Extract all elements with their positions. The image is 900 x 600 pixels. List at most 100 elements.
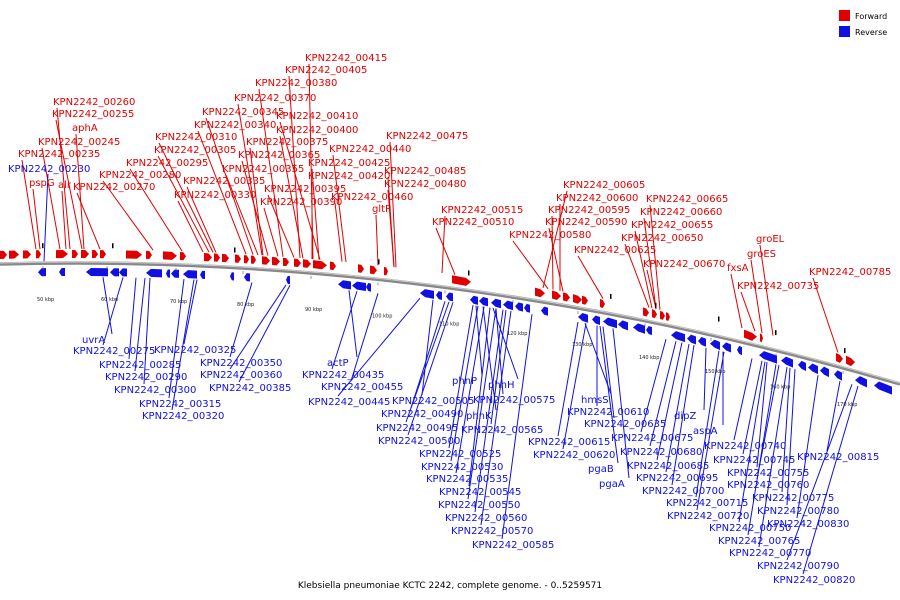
- forward-gene-label: KPN2242_00260: [53, 97, 135, 108]
- reverse-leader-line: [802, 385, 859, 575]
- reverse-leader-line: [455, 306, 485, 474]
- forward-gene-arrow: [836, 352, 843, 363]
- reverse-leader-line: [495, 308, 504, 395]
- reverse-gene-arrow: [352, 281, 366, 292]
- ruler-tick-label: 70 kbp: [170, 299, 187, 305]
- forward-leader-line: [740, 291, 756, 332]
- reverse-gene-label: KPN2242_00285: [99, 360, 181, 371]
- reverse-leader-line: [584, 323, 612, 395]
- forward-gene-arrow: [204, 252, 212, 262]
- ruler-tick-label: 110 kbp: [439, 321, 459, 327]
- forward-gene-label: KPN2242_00370: [234, 93, 316, 104]
- forward-gene-label: KPN2242_00460: [331, 192, 413, 203]
- reverse-gene-label: KPN2242_00500: [378, 436, 460, 447]
- forward-leader-line: [548, 227, 564, 292]
- reverse-gene-arrow: [230, 272, 234, 281]
- reverse-gene-label: KPN2242_00455: [321, 382, 403, 393]
- reverse-gene-label: KPN2242_00620: [533, 450, 615, 461]
- reverse-gene-label: KPN2242_00635: [584, 419, 666, 430]
- reverse-gene-arrow: [110, 268, 119, 277]
- forward-gene-label: KPN2242_00405: [285, 65, 367, 76]
- reverse-gene-arrow: [515, 302, 523, 312]
- forward-gene-arrow: [660, 310, 665, 320]
- reverse-leader-line: [562, 323, 587, 450]
- reverse-leader-line: [758, 367, 788, 548]
- reverse-leader-line: [742, 360, 763, 455]
- reverse-gene-arrow: [603, 317, 617, 329]
- reverse-gene-arrow: [503, 300, 513, 311]
- forward-leader-line: [435, 227, 456, 275]
- reverse-gene-arrow: [86, 268, 108, 277]
- forward-gene-label: KPN2242_00295: [126, 158, 208, 169]
- reverse-gene-label: KPN2242_00680: [620, 447, 702, 458]
- forward-gene-arrow: [846, 355, 855, 367]
- reverse-leader-line: [480, 310, 512, 526]
- forward-gene-arrow: [452, 275, 471, 286]
- forward-gene-label: KPN2242_00305: [154, 145, 236, 156]
- reverse-leader-line: [557, 321, 579, 437]
- reverse-gene-label: KPN2242_00360: [200, 370, 282, 381]
- forward-gene-label: KPN2242_00650: [621, 233, 703, 244]
- ruler-tick-label: 170 kbp: [837, 402, 857, 408]
- ruler-tick-label: 50 kbp: [37, 297, 54, 303]
- genome-backbone: [0, 261, 900, 386]
- reverse-gene-label: KPN2242_00765: [718, 536, 800, 547]
- reverse-gene-label: KPN2242_00560: [445, 513, 527, 524]
- forward-gene-label: KPN2242_00440: [329, 144, 411, 155]
- forward-gene-label: KPN2242_00415: [305, 53, 387, 64]
- reverse-gene-arrow: [436, 291, 442, 300]
- reverse-leader-line: [826, 380, 841, 452]
- reverse-gene-arrow: [578, 312, 588, 323]
- forward-gene-arrow: [330, 261, 336, 271]
- forward-gene-arrow: [563, 292, 570, 302]
- reverse-gene-arrow: [183, 270, 197, 279]
- reverse-gene-label: KPN2242_00445: [308, 397, 390, 408]
- reverse-gene-arrow: [874, 381, 892, 395]
- reverse-gene-arrow: [38, 268, 46, 277]
- reverse-leader-line: [128, 277, 137, 360]
- reverse-gene-arrow: [722, 342, 731, 353]
- reverse-gene-label: uvrA: [82, 335, 105, 346]
- reverse-gene-label: KPN2242_00685: [627, 461, 709, 472]
- forward-gene-arrow: [535, 287, 545, 298]
- forward-gene-label: KPN2242_00245: [38, 137, 120, 148]
- reverse-leader-line: [796, 375, 819, 519]
- reverse-gene-label: KPN2242_00545: [439, 487, 521, 498]
- forward-leader-line: [129, 168, 183, 252]
- forward-gene-label: KPN2242_00365: [238, 150, 320, 161]
- reverse-leader-line: [747, 364, 777, 536]
- reverse-gene-label: KPN2242_00760: [727, 480, 809, 491]
- reverse-gene-label: KPN2242_00290: [105, 372, 187, 383]
- forward-gene-arrow: [303, 259, 311, 268]
- reverse-gene-label: KPN2242_00315: [139, 399, 221, 410]
- forward-leader-line: [263, 207, 279, 257]
- forward-gene-label: KPN2242_00665: [646, 194, 728, 205]
- forward-gene-label: KPN2242_00580: [509, 230, 591, 241]
- reverse-gene-arrow: [698, 337, 706, 347]
- forward-gene-arrow: [81, 250, 89, 259]
- reverse-gene-label: phnK: [466, 411, 492, 422]
- reverse-gene-label: KPN2242_00570: [451, 526, 533, 537]
- forward-gene-arrow: [760, 333, 763, 343]
- reverse-gene-arrow: [420, 289, 434, 299]
- forward-gene-label: KPN2242_00335: [183, 176, 265, 187]
- reverse-gene-arrow: [759, 351, 777, 364]
- forward-gene-arrow: [23, 250, 31, 259]
- forward-gene-arrow: [370, 265, 377, 275]
- forward-gene-arrow: [582, 295, 588, 305]
- reverse-gene-label: KPN2242_00385: [209, 383, 291, 394]
- forward-gene-arrow: [643, 307, 649, 317]
- reverse-leader-line: [649, 341, 677, 447]
- forward-leader-line: [441, 215, 446, 273]
- forward-gene-label: KPN2242_00270: [73, 182, 155, 193]
- forward-gene-arrow: [666, 312, 670, 321]
- reverse-gene-arrow: [171, 269, 179, 278]
- reverse-gene-label: aspA: [693, 426, 718, 437]
- reverse-gene-label: KPN2242_00525: [419, 449, 501, 460]
- forward-leader-line: [186, 186, 217, 253]
- reverse-gene-label: dipZ: [674, 411, 696, 422]
- reverse-gene-label: KPN2242_00320: [142, 411, 224, 422]
- feature-tick: [42, 243, 44, 249]
- forward-leader-line: [197, 130, 247, 255]
- reverse-gene-arrow: [618, 320, 628, 331]
